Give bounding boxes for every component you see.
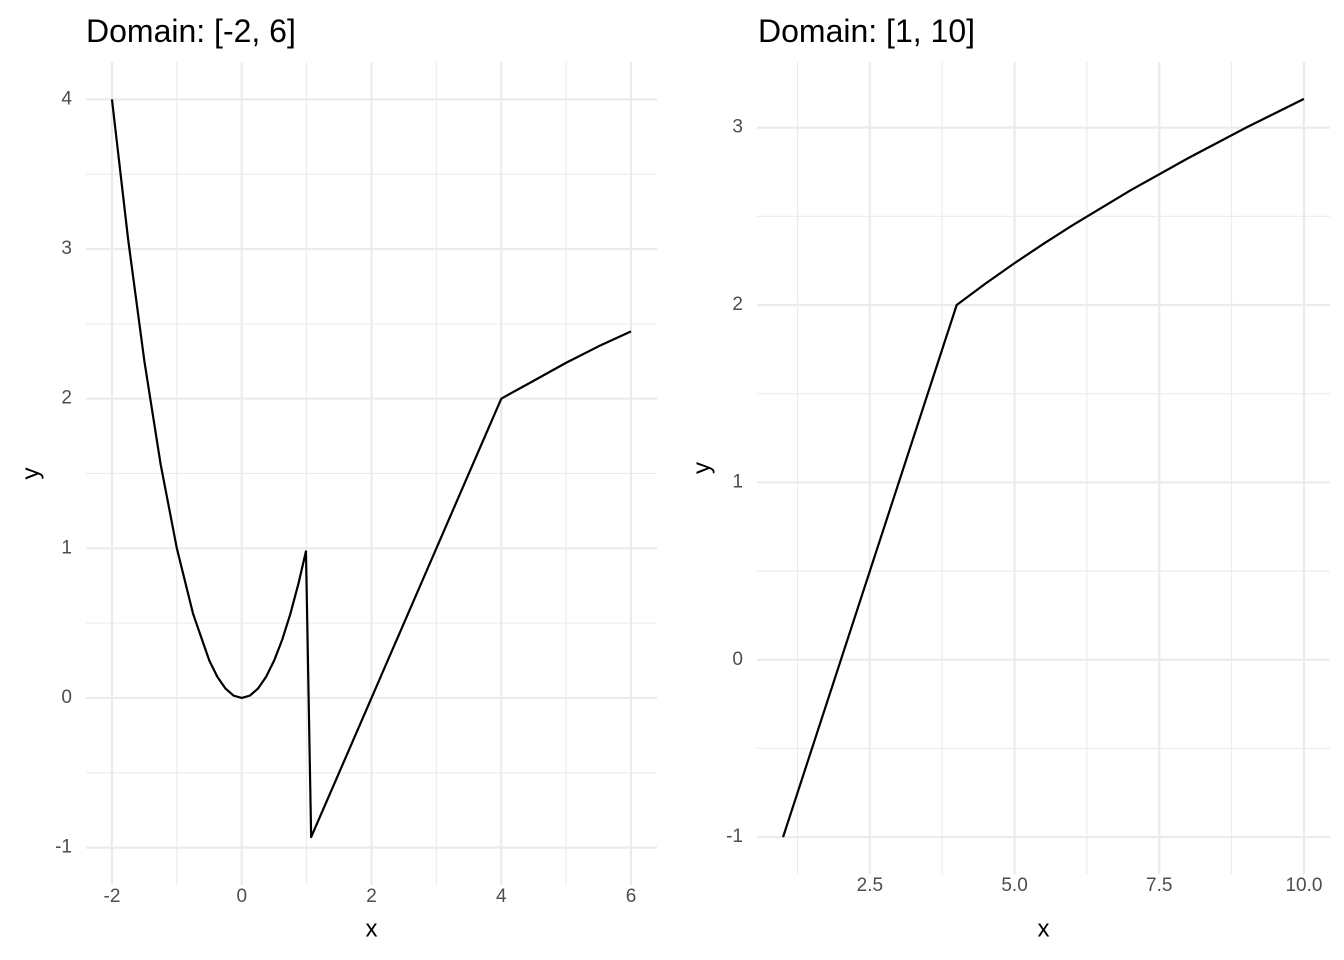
- y-tick-label: 3: [732, 117, 743, 138]
- line: [781, 97, 1305, 838]
- y-axis-title: y: [17, 468, 44, 480]
- y-tick-label: 0: [732, 649, 743, 670]
- y-tick-label: 2: [61, 388, 72, 409]
- y-tick-label: 1: [61, 537, 72, 558]
- x-tick-label: 0: [236, 886, 247, 907]
- chart-title: Domain: [1, 10]: [758, 13, 975, 49]
- x-tick-label: 5.0: [1001, 875, 1027, 896]
- x-tick-label: 7.5: [1146, 875, 1172, 896]
- y-tick-label: 0: [61, 687, 72, 708]
- x-tick-label: 6: [626, 886, 637, 907]
- x-tick-label: -2: [104, 886, 121, 907]
- y-tick-label: 3: [61, 238, 72, 259]
- x-tick-label: 4: [496, 886, 507, 907]
- x-tick-label: 10.0: [1285, 875, 1322, 896]
- x-axis-title: x: [366, 915, 378, 942]
- y-tick-label: -1: [55, 837, 72, 858]
- y-tick-label: -1: [726, 826, 743, 847]
- x-axis-title: x: [1038, 915, 1050, 942]
- x-tick-label: 2: [366, 886, 377, 907]
- y-tick-label: 4: [61, 88, 72, 109]
- y-tick-label: 1: [732, 471, 743, 492]
- y-axis-title: y: [688, 462, 715, 474]
- line: [110, 99, 632, 839]
- y-tick-label: 2: [732, 294, 743, 315]
- chart-title: Domain: [-2, 6]: [86, 13, 296, 49]
- x-tick-label: 2.5: [857, 875, 883, 896]
